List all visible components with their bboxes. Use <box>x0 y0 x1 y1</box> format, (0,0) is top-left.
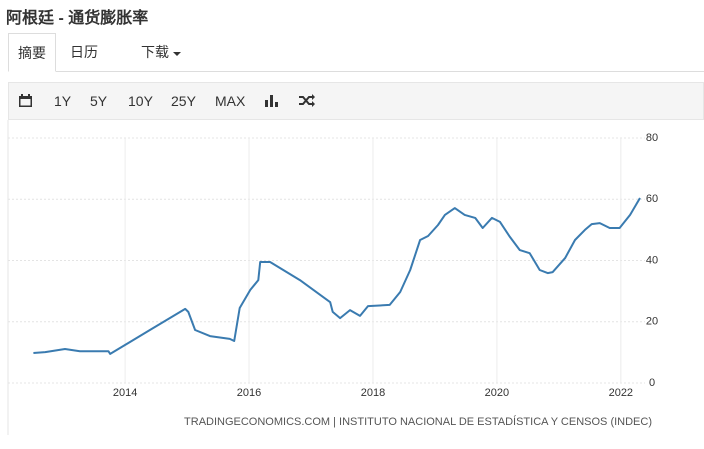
bar-chart-icon[interactable] <box>265 95 278 107</box>
shuffle-icon[interactable] <box>299 94 315 107</box>
page-title: 阿根廷 - 通货膨胀率 <box>6 10 149 27</box>
x-tick-label: 2018 <box>361 387 385 399</box>
x-tick-label: 2016 <box>237 387 261 399</box>
range-button[interactable]: 1Y <box>54 93 72 109</box>
calendar-icon[interactable] <box>19 94 32 107</box>
range-button[interactable]: 5Y <box>90 93 108 109</box>
y-tick-label: 0 <box>649 377 655 389</box>
chart: TRADINGECONOMICS.COM | INSTITUTO NACIONA… <box>7 120 658 435</box>
range-button[interactable]: MAX <box>215 93 246 109</box>
y-tick-label: 80 <box>646 132 658 144</box>
caret-icon <box>172 52 181 56</box>
x-tick-label: 2014 <box>113 387 137 399</box>
data-line <box>33 197 641 355</box>
tab[interactable]: 摘要 <box>8 33 56 72</box>
x-tick-label: 2020 <box>485 387 509 399</box>
range-button[interactable]: 10Y <box>128 93 153 109</box>
y-tick-label: 40 <box>646 254 658 266</box>
chart-source: TRADINGECONOMICS.COM | INSTITUTO NACIONA… <box>184 415 652 428</box>
tab-label: 下载 <box>141 44 169 60</box>
y-tick-label: 60 <box>646 193 658 205</box>
x-tick-label: 2022 <box>609 387 633 399</box>
tab[interactable]: 日历 <box>70 44 98 60</box>
tab[interactable]: 下载 <box>141 33 181 71</box>
tab-bar: 摘要 日历 下载 <box>8 33 704 72</box>
toolbar: 1Y 5Y 10Y 25Y MAX <box>8 82 704 120</box>
y-tick-label: 20 <box>646 316 658 328</box>
range-button[interactable]: 25Y <box>171 93 196 109</box>
